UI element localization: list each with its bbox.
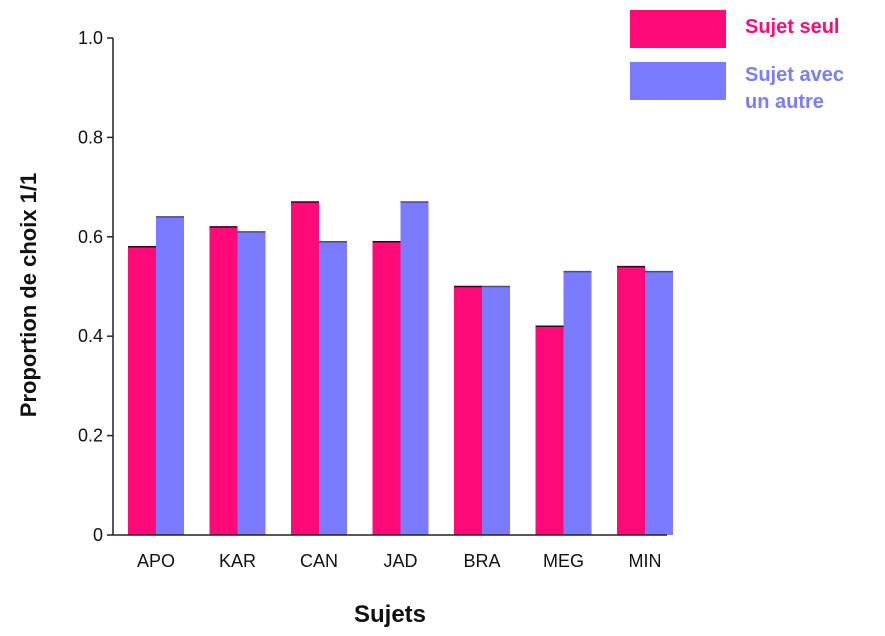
bar-bra-series-1 <box>454 286 482 535</box>
legend-label-series-2: Sujet avec <box>745 64 844 86</box>
x-tick-label: BRA <box>463 551 500 571</box>
bar-jad-series-2 <box>400 202 429 535</box>
bar-bra-series-2 <box>482 286 510 535</box>
y-tick-label: 0.8 <box>78 127 103 147</box>
legend-swatch-series-2 <box>630 62 726 100</box>
bar-kar-series-1 <box>209 226 238 536</box>
bar-kar-series-2 <box>237 231 266 535</box>
y-tick-label: 0.4 <box>78 326 103 346</box>
bar-apo-series-2 <box>156 216 184 536</box>
bar-meg-series-1 <box>535 326 564 535</box>
axes-layer <box>112 38 667 536</box>
bar-can-series-2 <box>319 241 347 535</box>
y-tick-label: 0.2 <box>78 426 103 446</box>
bars-layer <box>128 201 673 536</box>
bar-meg-series-2 <box>563 271 592 535</box>
x-tick-label: KAR <box>219 551 256 571</box>
bar-min-series-2 <box>645 271 673 535</box>
legend-swatch-series-1 <box>630 10 726 48</box>
bar-can-series-1 <box>291 202 319 535</box>
x-tick-label: APO <box>137 551 175 571</box>
y-ticks: 0 0.2 0.4 0.6 0.8 1.0 <box>78 28 113 545</box>
x-tick-label: CAN <box>300 551 338 571</box>
y-axis-title: Proportion de choix 1/1 <box>16 173 41 417</box>
y-tick-label: 0.6 <box>78 227 103 247</box>
x-ticks: APO KAR CAN JAD BRA MEG MIN <box>137 551 662 571</box>
y-tick-label: 0 <box>93 525 103 545</box>
x-tick-label: JAD <box>383 551 417 571</box>
legend-label-series-1: Sujet seul <box>745 16 839 38</box>
legend: Sujet seul Sujet avec un autre <box>630 10 844 113</box>
y-tick-label: 1.0 <box>78 28 103 48</box>
x-tick-label: MIN <box>629 551 662 571</box>
bar-jad-series-1 <box>372 241 401 535</box>
bar-apo-series-1 <box>128 246 156 536</box>
x-tick-label: MEG <box>543 551 584 571</box>
legend-label-series-2: un autre <box>745 91 824 113</box>
bar-min-series-1 <box>617 266 645 535</box>
x-axis-title: Sujets <box>354 601 426 628</box>
